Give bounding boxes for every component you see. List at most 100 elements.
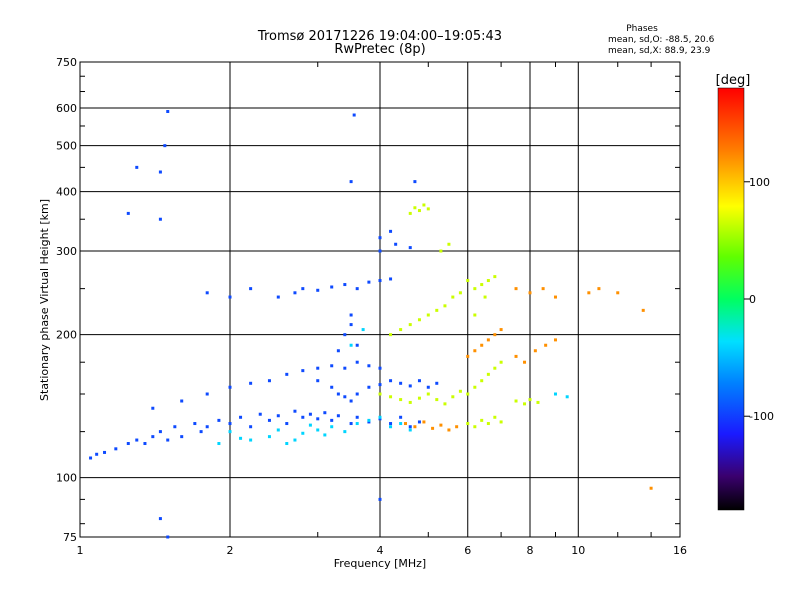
stats-line-x: mean, sd,X: 88.9, 23.9 — [608, 46, 711, 56]
echo-point — [355, 287, 359, 291]
echo-point — [378, 417, 382, 421]
echo-point — [330, 364, 334, 368]
echo-point — [336, 392, 340, 396]
echo-point — [367, 364, 371, 368]
echo-point — [514, 287, 518, 291]
echo-point — [616, 291, 620, 295]
echo-point — [486, 279, 490, 283]
echo-point — [135, 165, 139, 169]
echo-point — [301, 431, 305, 435]
echo-point — [443, 304, 447, 308]
echo-point — [355, 343, 359, 347]
echo-point — [389, 425, 393, 429]
echo-point — [316, 379, 320, 383]
echo-point — [239, 436, 243, 440]
echo-point — [258, 412, 262, 416]
echo-point — [399, 422, 403, 426]
echo-point — [301, 287, 305, 291]
echo-point — [228, 430, 232, 434]
echo-point — [126, 442, 130, 446]
echo-point — [544, 343, 548, 347]
y-tick-label: 600 — [56, 102, 77, 115]
colorbar-label: [deg] — [716, 73, 751, 88]
y-axis-label: Stationary phase Virtual Height [km] — [38, 199, 51, 401]
echo-point — [180, 435, 184, 439]
echo-point — [422, 420, 426, 424]
echo-point — [316, 288, 320, 292]
echo-point — [499, 328, 503, 332]
echo-point — [267, 418, 271, 422]
echo-point — [426, 313, 430, 317]
echo-point — [378, 236, 382, 240]
echo-point — [378, 383, 382, 387]
echo-point — [316, 417, 320, 421]
x-tick-label: 1 — [77, 544, 84, 557]
echo-point — [336, 414, 340, 418]
echo-point — [343, 430, 347, 434]
echo-point — [166, 535, 170, 539]
grid-lines — [80, 62, 680, 537]
echo-point — [349, 323, 353, 327]
y-tick-label: 75 — [63, 531, 77, 544]
echo-point — [553, 295, 557, 299]
echo-point — [439, 249, 443, 253]
echo-point — [455, 425, 459, 429]
echo-point — [426, 392, 430, 396]
echo-point — [336, 349, 340, 353]
echo-point — [499, 360, 503, 364]
echo-point — [205, 425, 209, 429]
echo-point — [378, 497, 382, 501]
colorbar-ticks: -100 0 100 — [744, 176, 774, 423]
echo-point — [394, 242, 398, 246]
echo-point — [166, 109, 170, 113]
echo-point — [553, 338, 557, 342]
echo-point — [285, 422, 289, 426]
echo-point — [466, 422, 470, 426]
echo-point — [493, 275, 497, 279]
echo-point — [228, 295, 232, 299]
echo-point — [536, 400, 540, 404]
echo-point — [426, 207, 430, 211]
echo-point — [267, 379, 271, 383]
echo-point — [352, 113, 356, 117]
echo-point — [473, 385, 477, 389]
echo-point — [435, 398, 439, 402]
echo-point — [249, 381, 253, 385]
echo-point — [426, 385, 430, 389]
echo-point — [417, 318, 421, 322]
echo-point — [293, 409, 297, 413]
echo-point — [217, 418, 221, 422]
echo-point — [641, 308, 645, 312]
echo-point — [486, 372, 490, 376]
echo-point — [349, 399, 353, 403]
echo-point — [417, 420, 421, 424]
echo-point — [276, 414, 280, 418]
echo-point — [323, 411, 327, 415]
chart-title: Tromsø 20171226 19:04:00–19:05:43 — [257, 29, 502, 44]
echo-point — [413, 206, 417, 210]
echo-point — [349, 422, 353, 426]
echo-point — [435, 381, 439, 385]
echo-point — [499, 420, 503, 424]
y-tick-label: 300 — [56, 245, 77, 258]
echo-point — [158, 170, 162, 174]
echo-point — [267, 435, 271, 439]
echo-point — [103, 450, 107, 454]
echo-point — [378, 279, 382, 283]
echo-point — [378, 366, 382, 370]
echo-point — [447, 242, 451, 246]
echo-point — [451, 395, 455, 399]
echo-point — [378, 415, 382, 419]
echo-point — [473, 287, 477, 291]
echo-point — [343, 395, 347, 399]
echo-point — [180, 399, 184, 403]
echo-point — [408, 400, 412, 404]
echo-point — [431, 426, 435, 430]
echo-point — [514, 399, 518, 403]
echo-point — [367, 418, 371, 422]
echo-point — [408, 428, 412, 432]
x-axis-label: Frequency [MHz] — [334, 557, 426, 570]
echo-point — [389, 277, 393, 281]
echo-point — [466, 392, 470, 396]
